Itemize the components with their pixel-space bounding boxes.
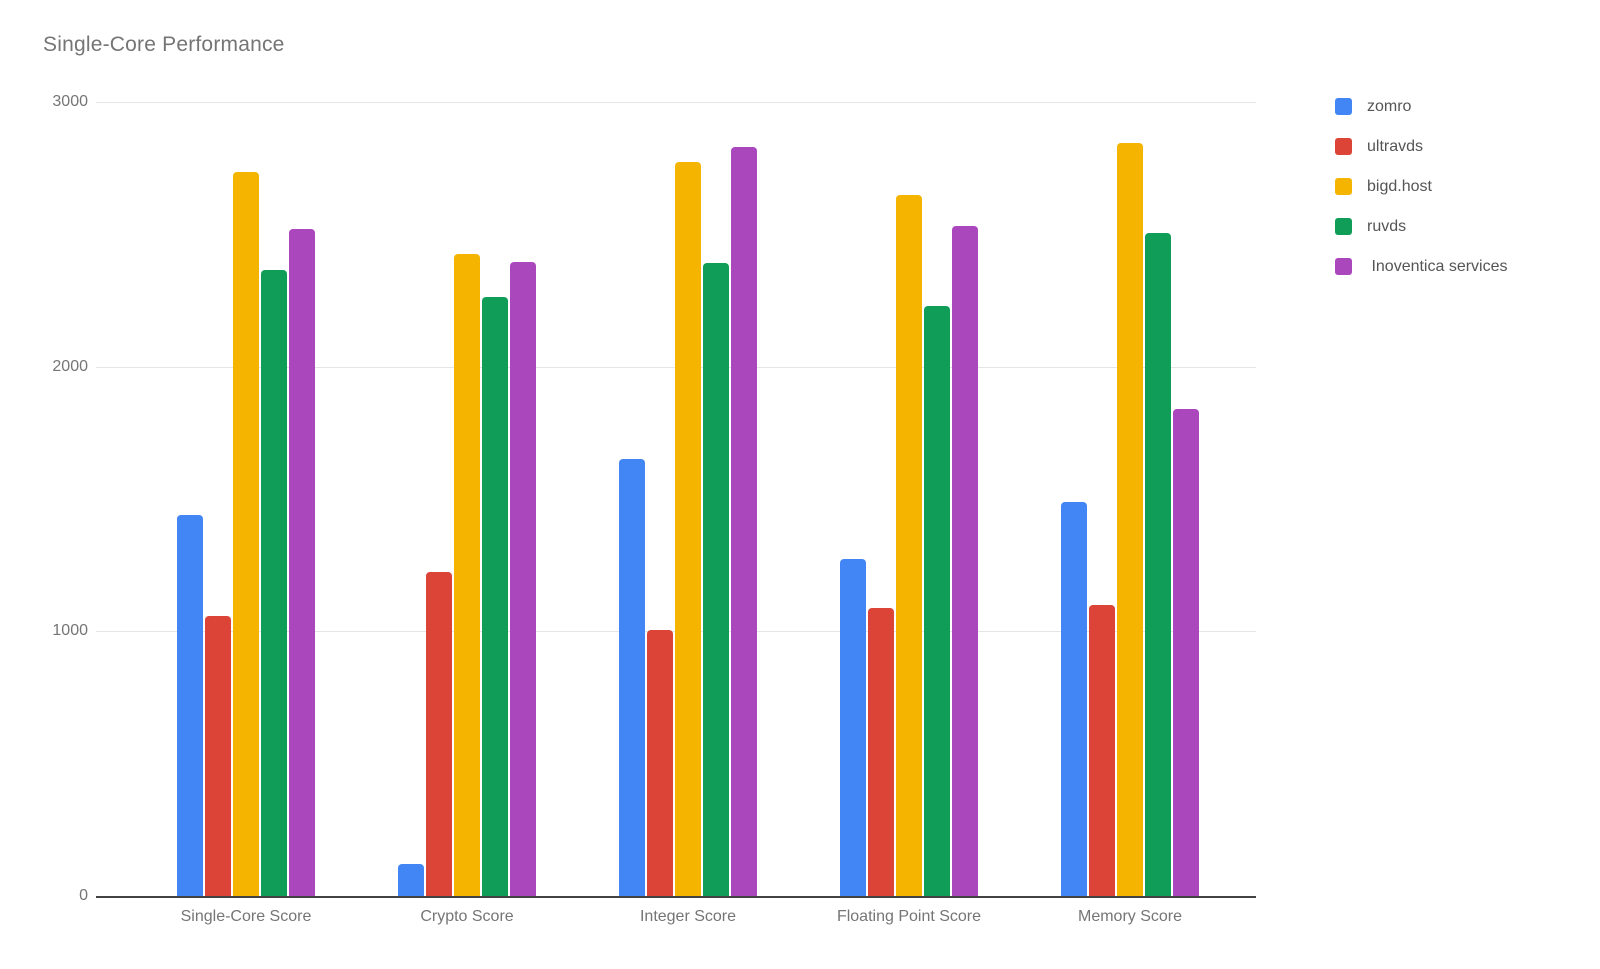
legend-swatch-icon: [1335, 258, 1352, 275]
bar-zomro: [1061, 501, 1087, 896]
legend-item-bigd.host: bigd.host: [1335, 178, 1508, 195]
x-axis-category-label: Integer Score: [639, 908, 737, 925]
bar-ultravds: [868, 607, 894, 896]
bar-bigd.host: [896, 194, 922, 896]
bar-ruvds: [703, 263, 729, 896]
bar-group-4: [1061, 143, 1199, 896]
x-axis-category-label: Crypto Score: [420, 908, 514, 925]
legend-item-ruvds: ruvds: [1335, 218, 1508, 235]
bar-inoventica-services: [289, 229, 315, 896]
bar-ruvds: [261, 270, 287, 896]
y-axis-tick-label: 2000: [52, 357, 88, 375]
y-axis-tick-label: 1000: [52, 622, 88, 640]
chart-title: Single-Core Performance: [43, 33, 285, 56]
x-axis-category-label: Memory Score: [1077, 908, 1183, 925]
legend-item-label: bigd.host: [1367, 177, 1432, 195]
plot-area: [96, 102, 1256, 898]
bar-group-1: [398, 254, 536, 896]
bar-bigd.host: [233, 172, 259, 896]
legend-item-label: zomro: [1367, 97, 1412, 115]
bar-ruvds: [924, 305, 950, 896]
legend-item-inoventica-services: Inoventica services: [1335, 258, 1508, 275]
legend-swatch-icon: [1335, 218, 1352, 235]
legend-swatch-icon: [1335, 178, 1352, 195]
legend: zomro ultravds bigd.host ruvds Inoventica s…: [1335, 98, 1508, 298]
bar-group-0: [177, 172, 315, 896]
legend-item-ultravds: ultravds: [1335, 138, 1508, 155]
bar-inoventica-services: [1173, 409, 1199, 896]
bar-bigd.host: [454, 254, 480, 896]
bar-bigd.host: [675, 161, 701, 896]
bar-ultravds: [1089, 604, 1115, 896]
gridline-3000: [96, 102, 1256, 103]
legend-swatch-icon: [1335, 98, 1352, 115]
legend-swatch-icon: [1335, 138, 1352, 155]
bar-bigd.host: [1117, 143, 1143, 896]
y-axis-tick-label: 3000: [52, 93, 88, 110]
legend-item-label: ruvds: [1367, 217, 1407, 235]
bar-inoventica-services: [731, 147, 757, 896]
bar-ruvds: [1145, 233, 1171, 896]
bar-ultravds: [647, 630, 673, 896]
bar-inoventica-services: [952, 226, 978, 896]
y-axis-tick-label: 0: [79, 887, 88, 904]
bar-zomro: [619, 459, 645, 896]
bar-ruvds: [482, 296, 508, 896]
bar-group-3: [840, 194, 978, 896]
x-axis-category-label: Floating Point Score: [836, 908, 982, 925]
bar-ultravds: [426, 571, 452, 896]
legend-item-label: Inoventica services: [1367, 257, 1508, 275]
x-axis-category-label: Single-Core Score: [180, 908, 312, 925]
bar-ultravds: [205, 615, 231, 896]
bar-group-2: [619, 147, 757, 896]
legend-item-zomro: zomro: [1335, 98, 1508, 115]
bar-zomro: [840, 558, 866, 896]
bar-zomro: [177, 514, 203, 896]
legend-item-label: ultravds: [1367, 137, 1424, 155]
bar-inoventica-services: [510, 262, 536, 896]
bar-zomro: [398, 864, 424, 896]
